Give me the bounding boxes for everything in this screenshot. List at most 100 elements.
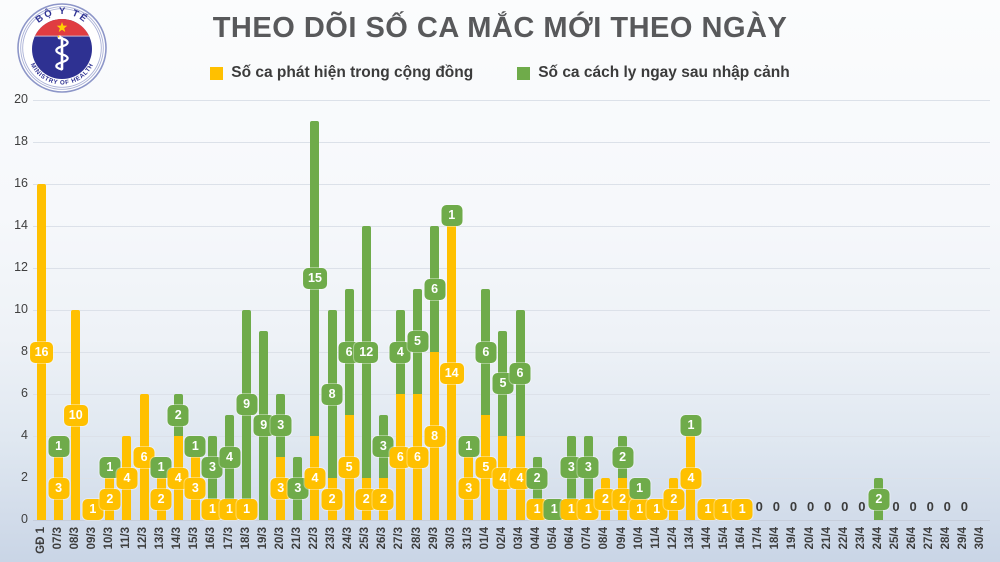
x-tick-label: 31/3 [461,527,474,550]
x-tick-label: 06/4 [564,527,577,550]
zero-value-label: 0 [755,499,763,514]
bar-value-label-community: 5 [475,457,497,478]
bar-value-label-community: 2 [99,488,121,510]
x-tick-label: 21/4 [820,527,833,550]
x-tick-label: 29/4 [957,527,970,550]
x-tick-label: 19/4 [786,527,799,550]
bar-value-label-community: 1 [629,499,651,520]
bar-value-label-community: 4 [492,467,514,489]
x-tick-label: 30/4 [974,527,987,550]
x-tick-label: 02/4 [495,527,508,550]
bar-value-label-imported: 1 [184,436,206,457]
legend-label-imported: Số ca cách ly ngay sau nhập cảnh [538,64,790,81]
x-tick-label: 20/3 [273,527,286,550]
x-tick-label: 03/4 [513,527,526,550]
zero-value-label: 0 [789,499,798,514]
bar-value-label-community: 1 [731,499,753,520]
bar-value-label-imported: 15 [303,268,327,289]
bar-value-label-imported: 1 [458,436,480,457]
y-tick-label: 16 [14,176,28,190]
bar-value-label-community: 2 [594,488,616,510]
x-tick-label: 30/3 [444,527,457,550]
bar-value-label-community: 14 [439,362,464,384]
bar-value-label-community: 4 [680,467,702,489]
x-tick-label: 05/4 [547,527,560,550]
bar-value-label-community: 1 [526,499,548,520]
bar-value-label-community: 8 [424,425,446,447]
ministry-of-health-logo-svg: BỘ Y TẾ MINISTRY OF HEALTH [17,3,107,93]
gridline [33,351,990,353]
bar-value-label-imported: 1 [543,499,565,520]
bar-value-label-community: 2 [612,488,634,510]
gridline [33,393,990,395]
x-tick-label: 15/4 [718,527,731,550]
x-tick-label: 22/3 [307,527,320,550]
bar-value-label-imported: 3 [270,415,292,436]
y-tick-label: 10 [14,302,28,316]
bar-value-label-imported: 2 [868,488,890,510]
x-tick-label: 14/3 [171,527,184,550]
x-tick-label: 24/4 [871,527,884,550]
legend-swatch-imported-icon [517,66,531,80]
x-tick-label: 26/4 [906,527,919,550]
bar-value-label-imported: 4 [389,341,411,363]
x-tick-label: 09/4 [615,527,628,550]
x-tick-label: 16/3 [205,527,218,550]
bar-value-label-imported: 2 [167,404,189,426]
y-tick-label: 4 [21,428,28,442]
zero-value-label: 0 [806,499,815,514]
zero-value-label: 0 [841,499,849,514]
gridline [33,435,990,437]
bar-value-label-community: 5 [338,457,360,478]
bar-value-label-community: 6 [389,446,411,468]
bar-value-label-imported: 5 [492,373,514,394]
zero-value-label: 0 [926,499,934,514]
gridline [33,99,990,101]
bar-value-label-community: 6 [133,446,155,468]
bar-value-label-imported: 8 [321,383,343,405]
x-tick-label: 07/4 [581,527,594,550]
x-tick-label: 01/4 [478,527,491,550]
y-tick-label: 8 [21,344,28,358]
x-tick-label: 18/3 [239,527,252,550]
x-tick-label: 13/4 [683,527,696,550]
y-tick-label: 14 [14,218,28,232]
bar-value-label-community: 3 [184,478,206,499]
bar-value-label-community: 4 [509,467,531,489]
gridline [33,309,990,311]
x-tick-label: 23/3 [325,527,338,550]
bar-value-label-imported: 2 [612,446,634,468]
y-tick-label: 0 [21,512,28,526]
x-tick-label: 11/3 [119,527,132,549]
zero-value-label: 0 [892,499,900,514]
bar-value-label-community: 2 [372,488,394,510]
bar-value-label-imported: 9 [236,394,258,415]
zero-value-label: 0 [943,499,951,514]
x-tick-label: 04/4 [530,527,543,550]
bar-value-label-imported: 4 [219,446,241,468]
bar-value-label-imported: 9 [253,415,275,436]
x-tick-label: 18/4 [769,527,782,550]
ministry-of-health-logo: BỘ Y TẾ MINISTRY OF HEALTH [16,2,108,94]
x-tick-label: 24/3 [342,527,355,550]
legend-label-community: Số ca phát hiện trong cộng đồng [231,64,474,81]
bar-value-label-community: 4 [167,467,189,489]
gridline [33,267,990,269]
bar-value-label-community: 2 [321,488,343,510]
bar-value-label-imported: 1 [441,205,463,226]
bar-value-label-imported: 12 [354,341,379,363]
bar-value-label-imported: 6 [509,362,531,384]
x-tick-label: 14/4 [701,527,714,550]
bar-value-label-imported: 6 [475,341,497,363]
page-title: THEO DÕI SỐ CA MẮC MỚI THEO NGÀY [212,12,788,44]
gridline [33,519,990,521]
x-tick-label: 25/3 [359,527,372,550]
x-tick-label: 13/3 [154,527,167,550]
x-tick-label: 21/3 [290,527,303,550]
bar-value-label-imported: 6 [424,278,446,300]
zero-value-label: 0 [772,499,780,514]
y-tick-label: 12 [14,260,28,274]
x-tick-label: 28/4 [940,527,953,550]
bar-value-label-community: 2 [150,488,172,510]
